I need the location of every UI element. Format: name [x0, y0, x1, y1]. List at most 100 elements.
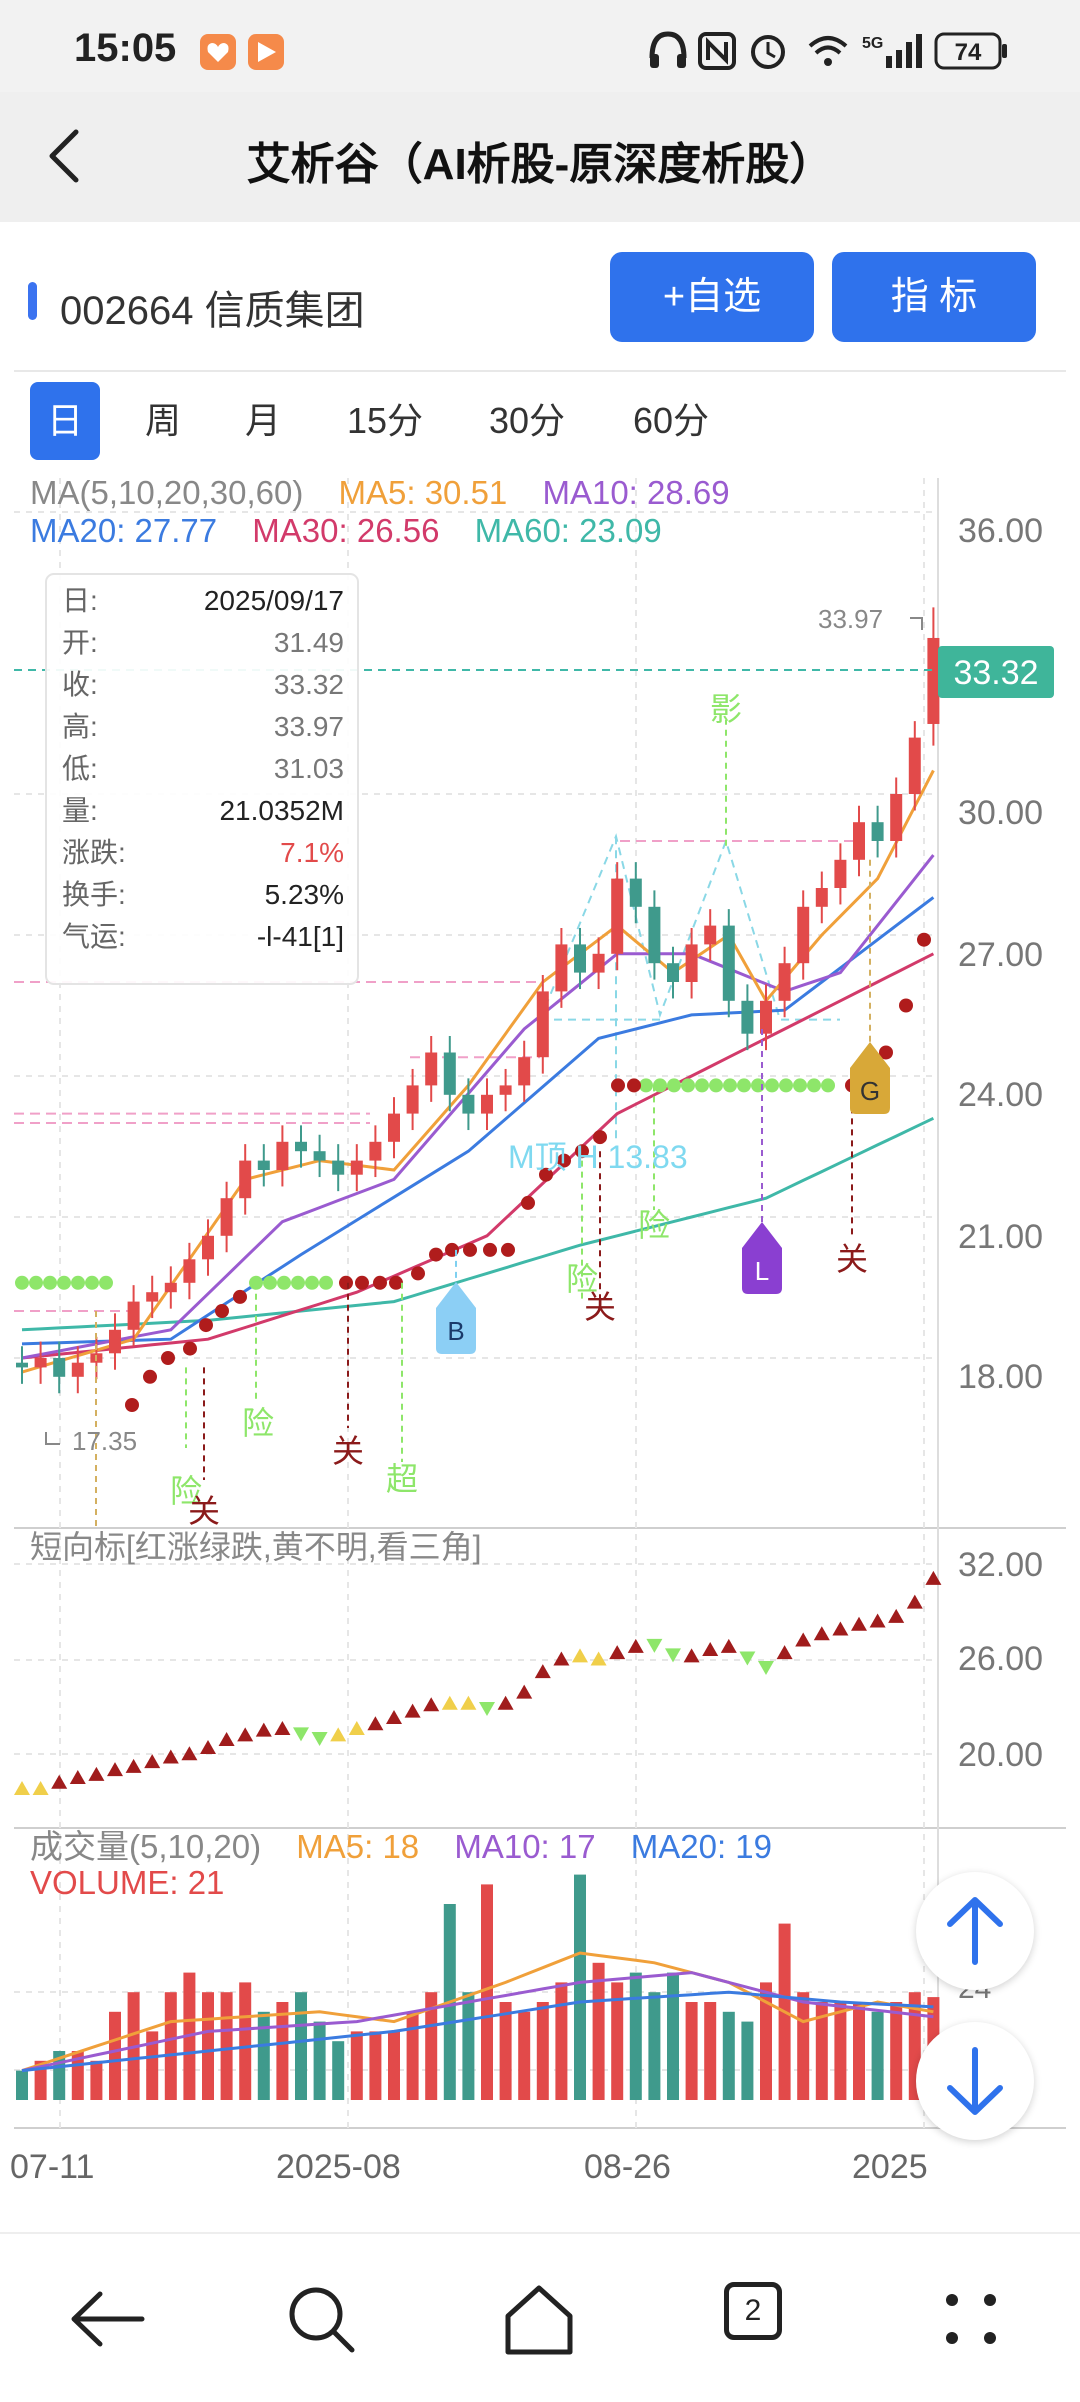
up-triangle: [255, 1722, 272, 1737]
support-dot: [125, 1398, 139, 1412]
support-dot: [215, 1304, 229, 1318]
price-tick: 30.00: [958, 794, 1043, 832]
candle-body: [667, 963, 679, 982]
signal-dot: [793, 1078, 807, 1093]
info-value: 31.03: [274, 753, 344, 784]
stock-code-name: 002664 信质集团: [60, 289, 365, 333]
up-triangle: [795, 1632, 812, 1647]
signal-dot: [723, 1078, 737, 1093]
volume-bar: [611, 1982, 624, 2100]
info-value: 7.1%: [280, 837, 344, 868]
support-dot: [557, 1153, 571, 1168]
ma10-legend: MA10: 28.69: [542, 474, 729, 511]
up-triangle: [386, 1709, 402, 1724]
ma20-line: [21, 896, 935, 1346]
volume-bar: [592, 1962, 605, 2100]
scroll-up-button[interactable]: [916, 1872, 1034, 1990]
indicator-button[interactable]: 指 标: [832, 252, 1036, 342]
add-watchlist-button[interactable]: +自选: [610, 252, 814, 342]
tab-15min[interactable]: 15分: [346, 400, 424, 441]
ma60-line: [21, 1116, 935, 1332]
signal-dot: [263, 1275, 277, 1290]
candle-body: [815, 888, 828, 907]
candle-body: [722, 925, 735, 1001]
volume-bar: [164, 1992, 177, 2100]
up-triangle: [590, 1651, 607, 1666]
support-dot: [183, 1341, 197, 1356]
volume-ma-lines: [21, 1951, 934, 2073]
down-triangle: [646, 1638, 663, 1653]
signal-dot: [667, 1078, 681, 1093]
vol-ma10-legend: MA10: 17: [454, 1828, 595, 1865]
signal-dot: [319, 1275, 333, 1290]
candle-body: [313, 1151, 326, 1161]
signal-dot: [99, 1275, 113, 1290]
m-top-pattern: [539, 833, 840, 1021]
home-icon[interactable]: [494, 2274, 584, 2364]
signal-dot: [765, 1078, 779, 1093]
support-dot: [501, 1242, 515, 1257]
wifi-icon: [808, 36, 848, 48]
volume-bar: [350, 2031, 363, 2100]
support-dot: [575, 1144, 589, 1159]
more-icon[interactable]: [926, 2274, 1016, 2364]
battery-icon: [934, 32, 1002, 70]
volume-bar: [499, 2002, 512, 2100]
tab-60min[interactable]: 60分: [632, 400, 710, 441]
alarm-icon: [751, 35, 785, 69]
candle-body: [53, 1358, 66, 1377]
search-icon[interactable]: [276, 2274, 366, 2364]
support-dot: [161, 1351, 175, 1365]
support-dot: [627, 1078, 641, 1093]
up-triangle: [497, 1695, 514, 1710]
signal-dot: [737, 1078, 751, 1093]
candle-body: [685, 944, 698, 982]
back-icon[interactable]: [26, 116, 106, 196]
up-triangle: [200, 1739, 216, 1754]
volume-bar: [760, 1982, 772, 2100]
current-price-badge: [938, 646, 1054, 698]
tab-month[interactable]: 月: [244, 400, 281, 441]
nfc-icon: [698, 32, 736, 70]
volume-bar: [406, 2011, 419, 2100]
candle-body: [462, 1094, 475, 1114]
candle-body: [853, 822, 865, 860]
support-dot: [373, 1275, 387, 1290]
tab-day[interactable]: 日: [30, 382, 100, 460]
back-arrow-icon[interactable]: [62, 2274, 152, 2364]
tabs-count-button[interactable]: 2: [724, 2282, 782, 2340]
current-price-label: 33.32: [953, 654, 1038, 692]
info-value: -l-41[1]: [257, 921, 344, 952]
signal-dot: [681, 1078, 695, 1093]
support-dot: [521, 1195, 535, 1210]
scroll-down-button[interactable]: [916, 2022, 1034, 2140]
volume-bar: [741, 2021, 754, 2100]
price-tick: 18.00: [958, 1358, 1043, 1396]
signal-marker: [850, 1042, 890, 1114]
signal-dot: [709, 1078, 723, 1093]
candle-body: [239, 1160, 252, 1199]
signal-label: 险: [242, 1405, 274, 1441]
volume-bar: [518, 2011, 531, 2100]
system-icons: 5G 74: [649, 31, 1007, 70]
tab-week[interactable]: 周: [144, 400, 181, 441]
short-indicator-triangles: [14, 1570, 942, 1796]
date-tick: 08-26: [584, 2148, 671, 2186]
support-dot: [539, 1167, 553, 1182]
volume-legend-label: 成交量(5,10,20): [30, 1828, 261, 1865]
signal-dot: [807, 1078, 821, 1093]
status-time: 15:05: [74, 26, 177, 70]
vol-ma20-legend: MA20: 19: [631, 1828, 772, 1865]
candle-body: [127, 1301, 140, 1330]
support-dot: [917, 932, 931, 947]
info-key: 收:: [62, 669, 98, 700]
candle-body: [164, 1282, 177, 1293]
up-triangle: [367, 1716, 384, 1731]
tab-30min[interactable]: 30分: [488, 400, 566, 441]
candle-body: [760, 1000, 772, 1034]
ma-legend-label: MA(5,10,20,30,60): [30, 474, 303, 511]
network-label: 5G: [862, 35, 883, 52]
signal-marker-label: G: [860, 1076, 880, 1106]
